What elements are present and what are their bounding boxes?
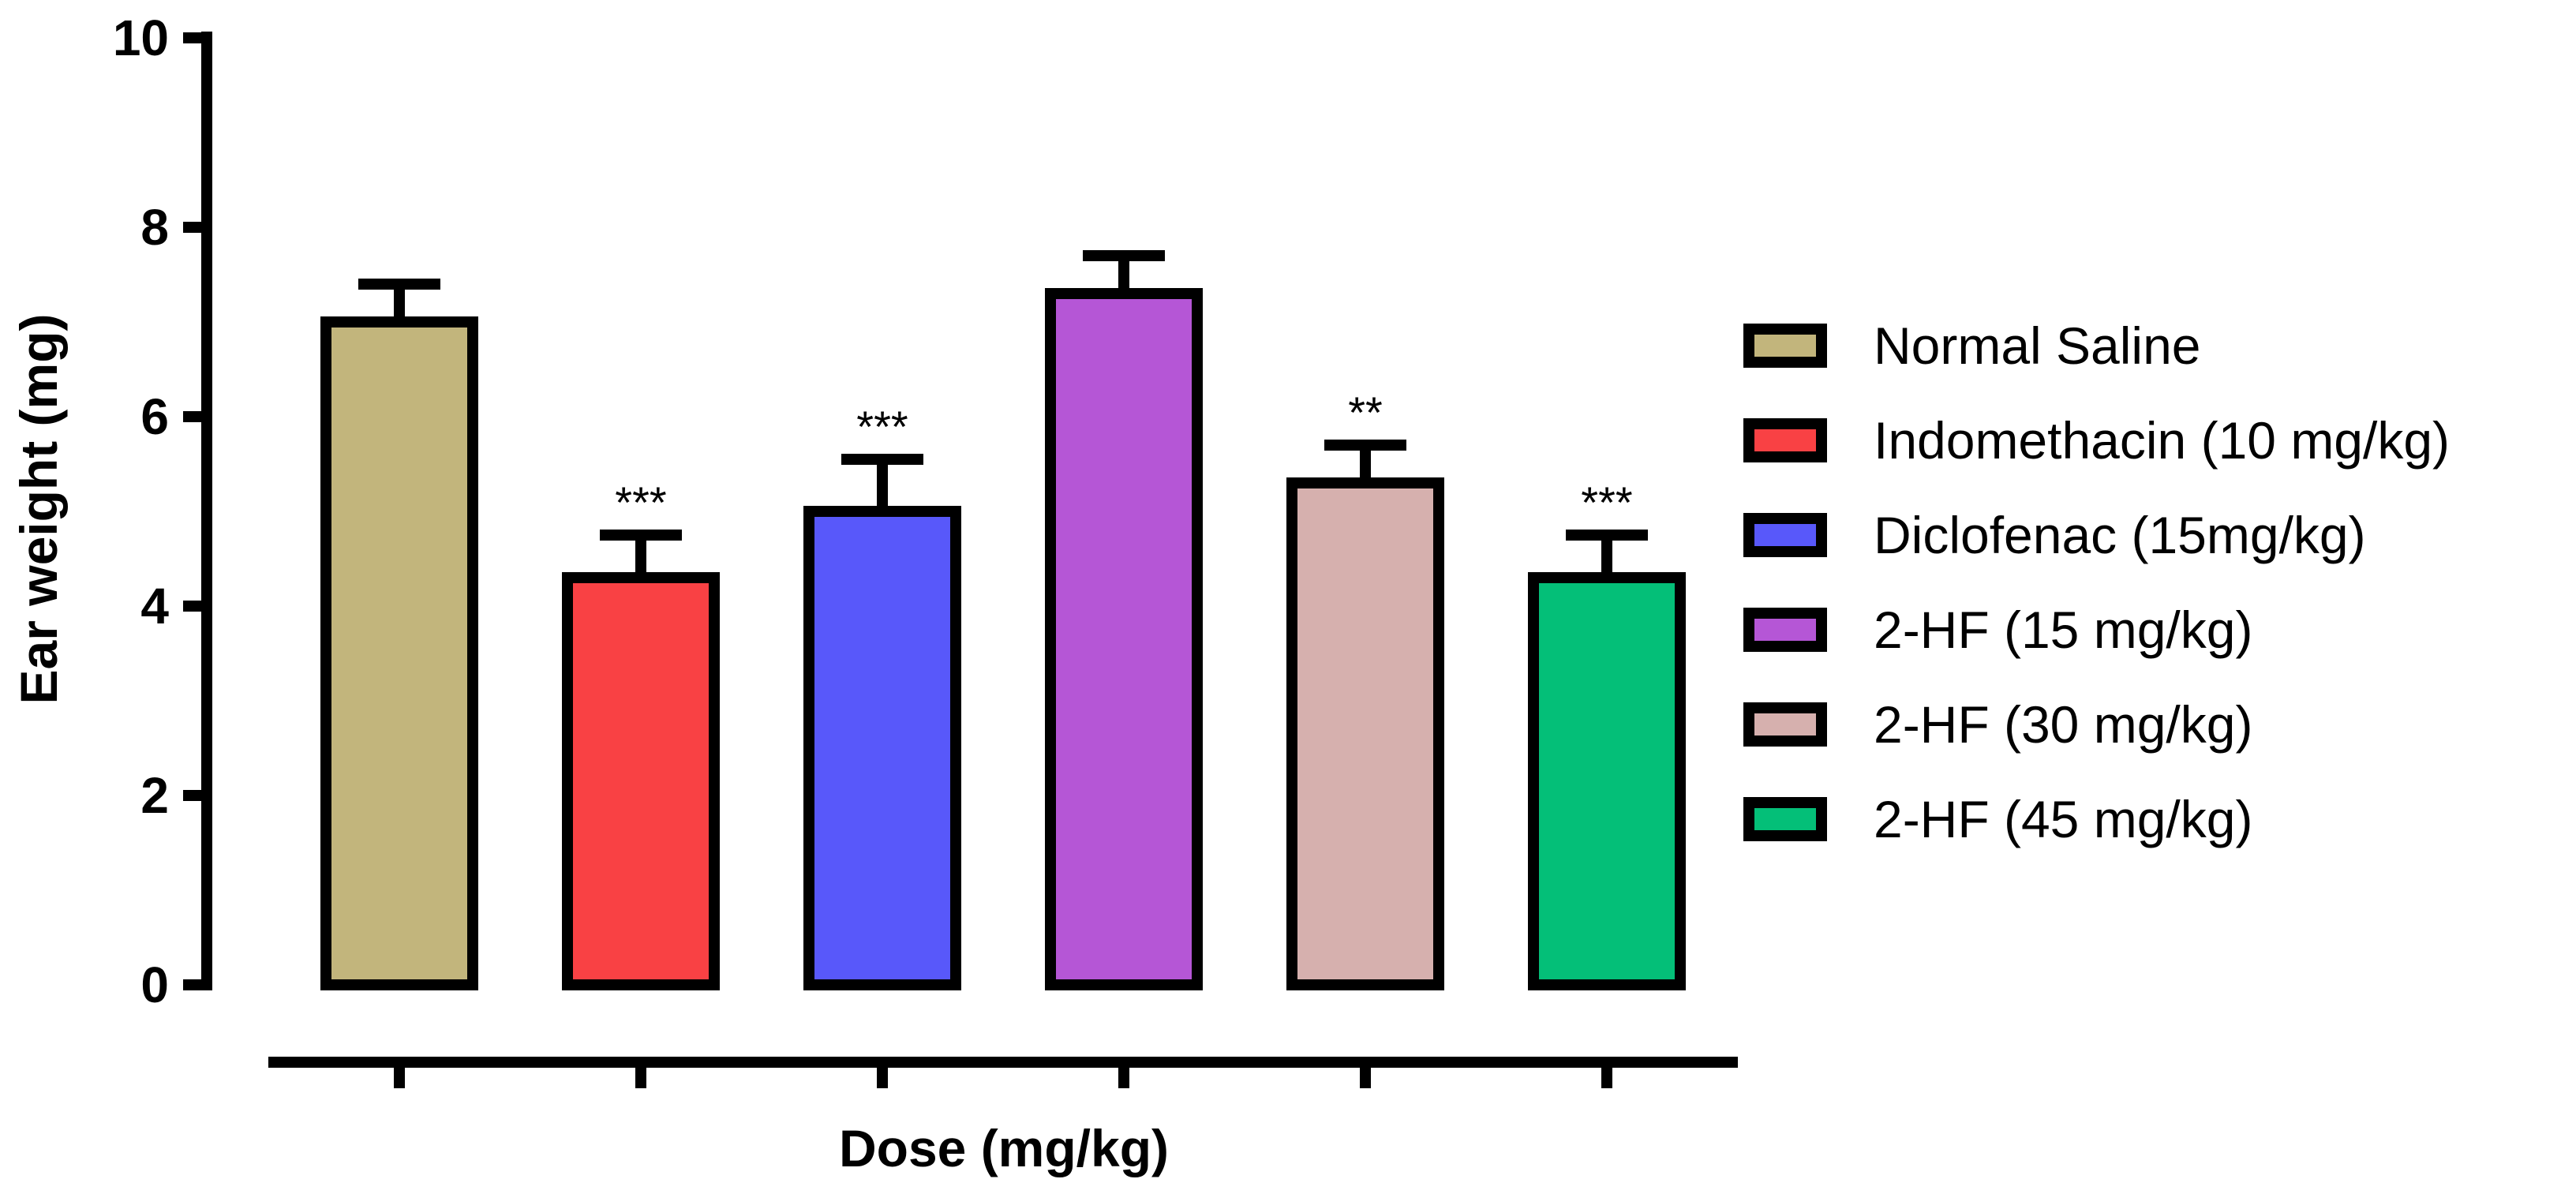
- bar: [803, 506, 961, 990]
- significance-label: ***: [856, 402, 908, 451]
- y-tick-label: 0: [140, 956, 169, 1013]
- x-axis-title: Dose (mg/kg): [839, 1119, 1169, 1177]
- significance-label: ***: [1581, 477, 1632, 527]
- legend-swatch: [1743, 797, 1827, 841]
- legend-label: 2-HF (30 mg/kg): [1874, 695, 2252, 754]
- legend-label: 2-HF (15 mg/kg): [1874, 601, 2252, 659]
- bar: [1045, 288, 1203, 990]
- legend-swatch: [1743, 702, 1827, 747]
- y-axis: 0 2 4 6 8 10: [113, 9, 212, 1013]
- x-axis: [268, 1057, 1738, 1088]
- legend-swatch: [1743, 513, 1827, 557]
- y-axis-title: Ear weight (mg): [9, 313, 68, 704]
- legend-label: Normal Saline: [1874, 316, 2201, 375]
- legend: Normal Saline Indomethacin (10 mg/kg) Dicl…: [1743, 316, 2450, 848]
- significance-label: **: [1348, 387, 1383, 437]
- bar: [562, 572, 720, 990]
- y-tick-label: 10: [113, 9, 169, 66]
- bar: [1286, 477, 1444, 990]
- legend-swatch: [1743, 608, 1827, 652]
- y-tick-label: 4: [140, 578, 169, 634]
- y-tick-label: 6: [140, 388, 169, 445]
- bars: ****** *****: [320, 250, 1686, 990]
- bar: [1528, 572, 1686, 990]
- legend-label: Diclofenac (15mg/kg): [1874, 506, 2366, 564]
- legend-swatch: [1743, 324, 1827, 368]
- bar: [320, 316, 478, 990]
- legend-label: 2-HF (45 mg/kg): [1874, 790, 2252, 848]
- significance-label: ***: [615, 477, 666, 527]
- legend-swatch: [1743, 418, 1827, 462]
- legend-label: Indomethacin (10 mg/kg): [1874, 411, 2450, 470]
- y-tick-label: 2: [140, 767, 169, 824]
- y-tick-label: 8: [140, 199, 169, 256]
